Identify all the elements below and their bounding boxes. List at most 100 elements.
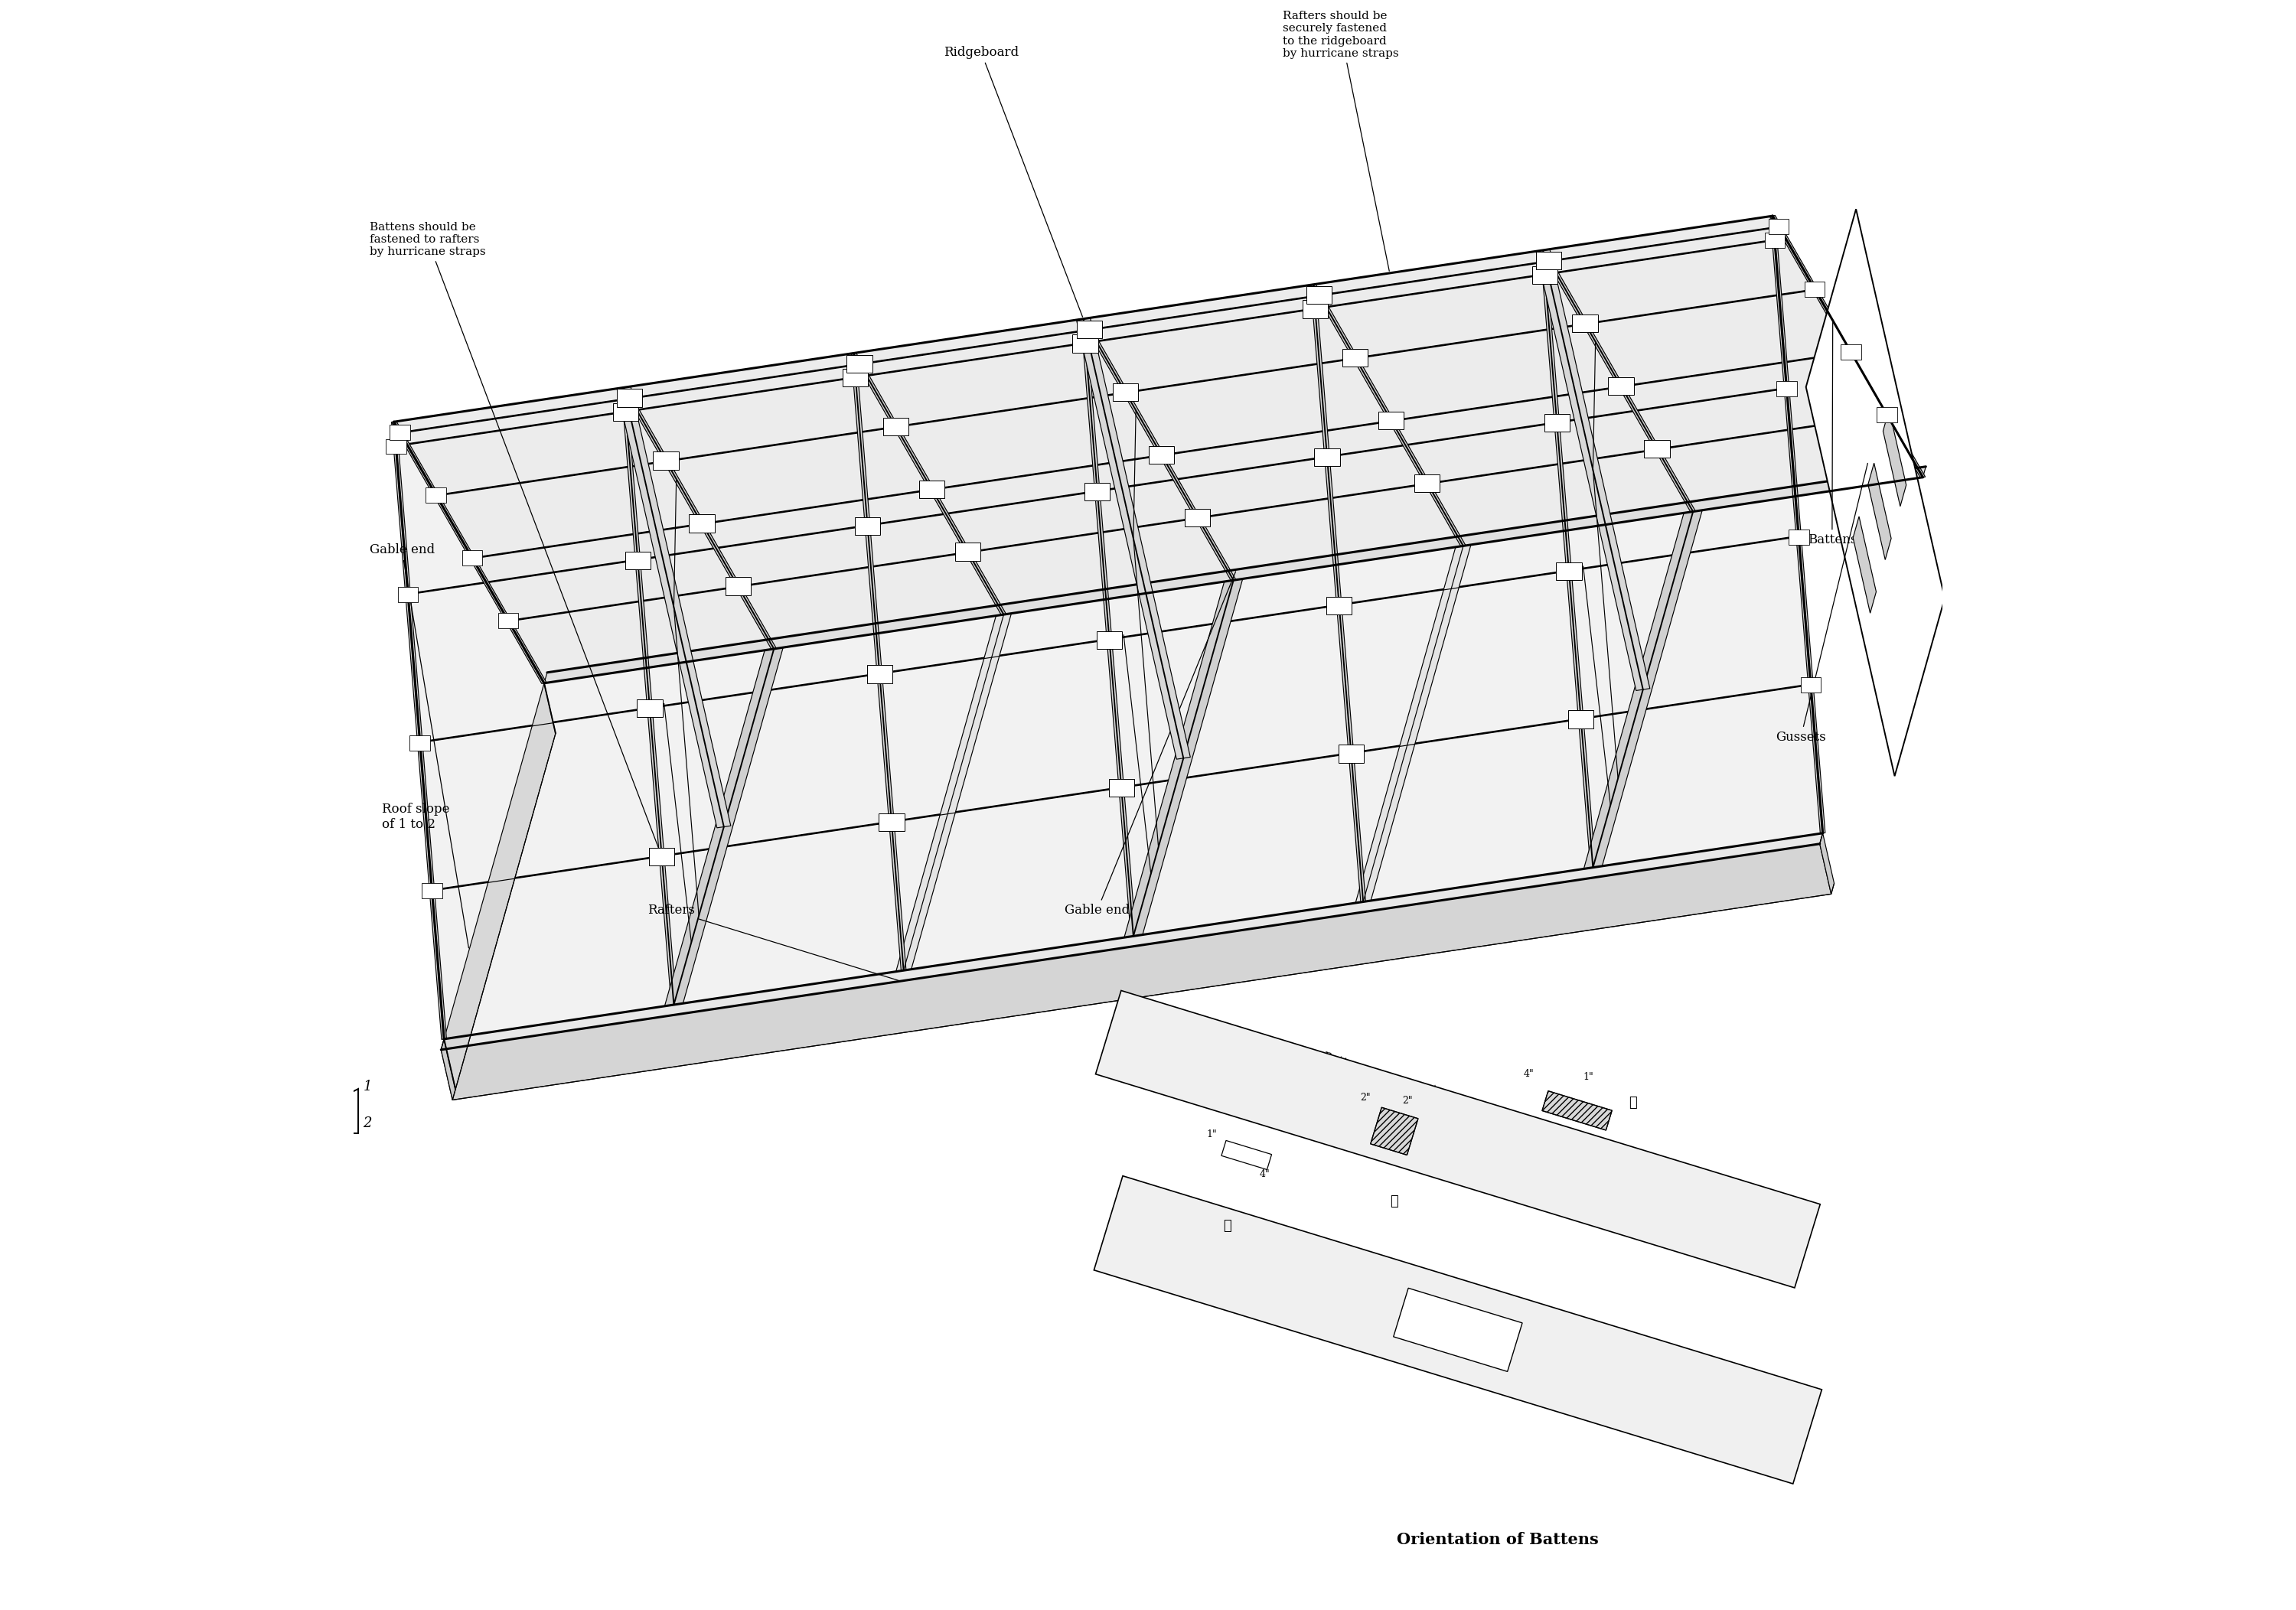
Polygon shape — [1311, 283, 1366, 902]
Polygon shape — [622, 386, 776, 649]
Bar — [1302, 301, 1327, 319]
Polygon shape — [441, 832, 1823, 1050]
Text: Ⓐ: Ⓐ — [1224, 1219, 1231, 1232]
Polygon shape — [1125, 580, 1242, 937]
Bar — [650, 848, 675, 866]
Bar — [1084, 483, 1109, 501]
Polygon shape — [1093, 1175, 1821, 1484]
Text: 4": 4" — [1258, 1169, 1270, 1179]
Polygon shape — [432, 684, 1812, 890]
Bar — [689, 515, 714, 533]
Polygon shape — [441, 1038, 455, 1100]
Text: 4": 4" — [1525, 1069, 1534, 1079]
Bar — [1766, 233, 1784, 248]
Bar — [918, 480, 944, 497]
Bar — [843, 369, 868, 386]
Text: 2: 2 — [363, 1116, 372, 1130]
Polygon shape — [1394, 1288, 1522, 1372]
Bar — [1097, 631, 1123, 649]
Polygon shape — [1221, 1140, 1272, 1169]
Bar — [1876, 407, 1896, 422]
Bar — [1114, 383, 1139, 401]
Bar — [397, 588, 418, 602]
Polygon shape — [618, 386, 730, 828]
Bar — [425, 488, 445, 502]
Polygon shape — [1584, 510, 1701, 869]
Bar — [1313, 449, 1341, 467]
Polygon shape — [271, 1088, 358, 1133]
Polygon shape — [666, 647, 781, 1006]
Bar — [1789, 530, 1809, 544]
Text: Battens should be
fastened to rafters
by hurricane straps: Battens should be fastened to rafters by… — [370, 222, 661, 855]
Bar — [1557, 562, 1582, 580]
Polygon shape — [393, 422, 445, 1040]
Text: Ⓒ: Ⓒ — [1628, 1096, 1637, 1109]
Text: Battens: Battens — [1807, 322, 1857, 547]
Polygon shape — [895, 613, 1010, 971]
Text: 1": 1" — [1584, 1072, 1593, 1082]
Bar — [613, 402, 638, 422]
Bar — [884, 417, 909, 435]
Bar — [636, 700, 664, 718]
Polygon shape — [1821, 832, 1835, 894]
Bar — [1607, 377, 1635, 394]
Bar — [618, 390, 643, 407]
Polygon shape — [507, 415, 1887, 621]
Polygon shape — [436, 290, 1816, 496]
Polygon shape — [1770, 216, 1825, 834]
Bar — [955, 543, 980, 560]
Polygon shape — [1869, 464, 1892, 560]
Text: Worse arrangement: Worse arrangement — [1557, 1380, 1674, 1423]
Bar — [1545, 414, 1570, 431]
Text: Roof slope
of 1 to 2: Roof slope of 1 to 2 — [381, 803, 450, 831]
Bar — [1148, 446, 1173, 464]
Polygon shape — [1853, 517, 1876, 613]
Text: Rafters should be
securely fastened
to the ridgeboard
by hurricane straps: Rafters should be securely fastened to t… — [1283, 11, 1398, 270]
Bar — [652, 452, 680, 470]
Bar — [1072, 335, 1097, 353]
Polygon shape — [1584, 510, 1701, 869]
Polygon shape — [852, 353, 1006, 615]
Polygon shape — [1541, 250, 1694, 512]
Polygon shape — [1081, 319, 1137, 937]
Bar — [1077, 320, 1102, 338]
Bar — [1536, 251, 1561, 269]
Bar — [1777, 382, 1798, 396]
Bar — [868, 665, 893, 683]
Polygon shape — [852, 353, 907, 971]
Bar — [1800, 678, 1821, 692]
Bar — [1185, 509, 1210, 526]
Polygon shape — [441, 844, 1832, 1100]
Text: 2": 2" — [1359, 1093, 1371, 1103]
Bar — [1378, 412, 1403, 430]
Polygon shape — [1541, 250, 1596, 868]
Bar — [422, 884, 443, 898]
Bar — [409, 736, 429, 750]
Polygon shape — [1081, 319, 1235, 581]
Text: Gussets: Gussets — [1775, 464, 1867, 744]
Polygon shape — [1770, 216, 1926, 478]
Text: 2": 2" — [1403, 1096, 1412, 1106]
Text: Better arrangement: Better arrangement — [1322, 1051, 1437, 1096]
Polygon shape — [395, 240, 1775, 446]
Text: Gable end: Gable end — [370, 543, 468, 948]
Polygon shape — [1883, 409, 1906, 507]
Bar — [1339, 745, 1364, 763]
Polygon shape — [1371, 1108, 1419, 1154]
Polygon shape — [406, 388, 1786, 594]
Bar — [625, 551, 650, 570]
Bar — [847, 354, 872, 372]
Polygon shape — [395, 216, 1922, 683]
Polygon shape — [443, 683, 556, 1090]
Polygon shape — [420, 536, 1800, 742]
Text: Orientation of Battens: Orientation of Battens — [1396, 1533, 1598, 1547]
Polygon shape — [1807, 209, 1945, 776]
Bar — [1531, 266, 1557, 283]
Text: Ridgeboard: Ridgeboard — [944, 45, 1081, 317]
Polygon shape — [1543, 1092, 1612, 1130]
Polygon shape — [1125, 580, 1242, 937]
Polygon shape — [1355, 544, 1472, 903]
Bar — [1327, 597, 1352, 615]
Polygon shape — [1311, 283, 1465, 546]
Bar — [498, 613, 519, 628]
